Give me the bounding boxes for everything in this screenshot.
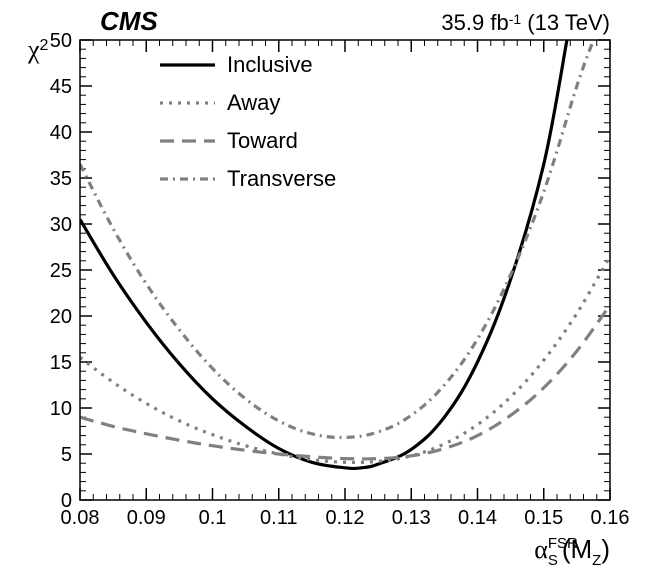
legend-label: Away xyxy=(227,90,280,115)
y-tick-label: 50 xyxy=(50,30,72,52)
y-axis-label: χ2 xyxy=(27,35,49,64)
x-tick-label: 0.16 xyxy=(591,507,630,529)
y-tick-label: 35 xyxy=(50,168,72,190)
x-axis-label: αFSRS(MZ) xyxy=(534,534,610,569)
ticks: 0.080.090.10.110.120.130.140.150.1605101… xyxy=(50,30,630,529)
series-group xyxy=(80,40,610,468)
chart-container: 0.080.090.10.110.120.130.140.150.1605101… xyxy=(0,0,646,580)
legend: Inclusive Away Toward Transverse xyxy=(160,52,336,191)
legend-label: Inclusive xyxy=(227,52,313,77)
y-tick-label: 30 xyxy=(50,214,72,236)
y-tick-label: 0 xyxy=(61,490,72,512)
x-tick-label: 0.13 xyxy=(392,507,431,529)
x-tick-label: 0.1 xyxy=(199,507,227,529)
series-inclusive xyxy=(80,40,567,468)
x-tick-label: 0.15 xyxy=(524,507,563,529)
y-tick-label: 45 xyxy=(50,76,72,98)
y-tick-label: 5 xyxy=(61,444,72,466)
plot-frame xyxy=(80,40,610,500)
y-tick-label: 20 xyxy=(50,306,72,328)
x-tick-label: 0.12 xyxy=(326,507,365,529)
header-cms: CMS xyxy=(100,6,158,36)
series-transverse xyxy=(80,40,593,437)
series-toward xyxy=(80,305,610,459)
y-tick-label: 25 xyxy=(50,260,72,282)
x-tick-label: 0.09 xyxy=(127,507,166,529)
series-away xyxy=(80,256,610,462)
legend-label: Transverse xyxy=(227,166,336,191)
legend-label: Toward xyxy=(227,128,298,153)
x-tick-label: 0.14 xyxy=(458,507,497,529)
x-tick-label: 0.11 xyxy=(260,507,297,529)
y-tick-label: 10 xyxy=(50,398,72,420)
header-lumi: 35.9 fb-1 (13 TeV) xyxy=(441,10,610,35)
y-tick-label: 40 xyxy=(50,122,72,144)
chart-svg: 0.080.090.10.110.120.130.140.150.1605101… xyxy=(0,0,646,580)
y-tick-label: 15 xyxy=(50,352,72,374)
